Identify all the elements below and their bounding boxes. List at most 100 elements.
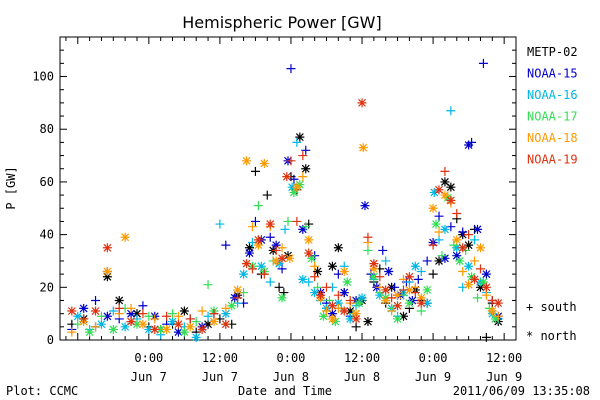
data-point-south xyxy=(215,219,225,229)
data-point-south xyxy=(79,314,89,324)
data-point-south xyxy=(464,230,474,240)
data-point-south xyxy=(387,293,397,303)
data-point-north xyxy=(245,243,255,253)
data-point-north xyxy=(304,235,314,245)
data-point-north xyxy=(256,261,266,271)
footer-timestamp: 2011/06/09 13:35:08 xyxy=(453,384,590,398)
x-tick-date-label: Jun 9 xyxy=(486,370,522,384)
data-point-north xyxy=(481,282,491,292)
data-point-south xyxy=(185,314,195,324)
data-point-south xyxy=(333,290,343,300)
data-point-south xyxy=(363,245,373,255)
data-point-north xyxy=(470,274,480,284)
data-point-north xyxy=(209,317,219,327)
data-point-north xyxy=(185,322,195,332)
y-axis-label: P [GW] xyxy=(4,166,18,209)
data-point-north xyxy=(108,324,118,334)
data-point-south xyxy=(416,266,426,276)
data-point-south xyxy=(277,243,287,253)
legend-entry: NOAA-19 xyxy=(527,153,578,167)
x-tick-date-label: Jun 7 xyxy=(131,370,167,384)
data-point-south xyxy=(473,293,483,303)
data-point-south xyxy=(470,256,480,266)
data-point-south xyxy=(233,293,243,303)
data-point-north xyxy=(431,219,441,229)
data-point-north xyxy=(242,259,252,269)
data-point-south xyxy=(280,224,290,234)
data-point-north xyxy=(452,243,462,253)
data-point-south xyxy=(253,201,263,211)
data-point-north xyxy=(319,311,329,321)
data-point-north xyxy=(339,288,349,298)
data-point-south xyxy=(108,306,118,316)
data-point-south xyxy=(304,277,314,287)
data-point-north xyxy=(393,314,403,324)
data-point-north xyxy=(144,324,154,334)
data-point-south xyxy=(470,235,480,245)
data-point-south xyxy=(283,216,293,226)
data-point-south xyxy=(262,190,272,200)
data-point-south xyxy=(250,216,260,226)
data-point-north xyxy=(446,195,456,205)
data-point-north xyxy=(464,280,474,290)
data-point-south xyxy=(434,235,444,245)
data-point-north xyxy=(422,285,432,295)
data-points xyxy=(67,58,503,342)
data-point-south xyxy=(298,172,308,182)
data-point-north xyxy=(487,306,497,316)
plot-frame xyxy=(59,36,517,341)
data-point-north xyxy=(493,298,503,308)
data-point-south xyxy=(247,222,257,232)
data-point-north xyxy=(345,306,355,316)
data-point-north xyxy=(458,243,468,253)
data-point-south xyxy=(138,309,148,319)
data-point-south xyxy=(481,290,491,300)
data-point-north xyxy=(369,272,379,282)
data-point-north xyxy=(478,277,488,287)
data-point-north xyxy=(179,306,189,316)
data-point-north xyxy=(191,332,201,342)
data-point-north xyxy=(91,306,101,316)
x-tick-label: 12:00 xyxy=(344,351,380,365)
data-point-north xyxy=(73,311,83,321)
data-point-north xyxy=(102,311,112,321)
data-point-north xyxy=(233,285,243,295)
legend-entry: NOAA-17 xyxy=(527,110,578,124)
data-point-north xyxy=(455,256,465,266)
data-point-north xyxy=(120,232,130,242)
data-point-north xyxy=(313,266,323,276)
data-point-south xyxy=(458,266,468,276)
data-point-north xyxy=(283,251,293,261)
data-point-south xyxy=(378,245,388,255)
data-point-north xyxy=(434,185,444,195)
data-point-north xyxy=(381,285,391,295)
data-point-south xyxy=(114,303,124,313)
data-point-north xyxy=(114,295,124,305)
data-point-south xyxy=(144,311,154,321)
y-tick-label: 40 xyxy=(40,228,54,242)
data-point-north xyxy=(277,253,287,263)
data-point-north xyxy=(253,235,263,245)
data-point-north xyxy=(369,259,379,269)
axes: 0 20 40 60 80 100 0:00 Jun 7 12:00 Jun 7 0:00 Jun 8… xyxy=(32,36,522,384)
data-point-north xyxy=(79,303,89,313)
data-point-north xyxy=(363,317,373,327)
symbol-legend: + south * north xyxy=(526,300,577,343)
data-point-north xyxy=(307,253,317,263)
data-point-north xyxy=(422,298,432,308)
data-point-north xyxy=(271,240,281,250)
data-point-south xyxy=(191,317,201,327)
data-point-south xyxy=(387,306,397,316)
data-point-north xyxy=(464,240,474,250)
data-point-south xyxy=(247,264,257,274)
x-tick-label: 0:00 xyxy=(419,351,448,365)
data-point-north xyxy=(138,319,148,329)
data-point-north xyxy=(197,324,207,334)
data-point-south xyxy=(265,232,275,242)
data-point-south xyxy=(440,166,450,176)
data-point-south xyxy=(67,327,77,337)
data-point-north xyxy=(277,293,287,303)
data-point-north xyxy=(357,98,367,108)
data-point-south xyxy=(434,211,444,221)
